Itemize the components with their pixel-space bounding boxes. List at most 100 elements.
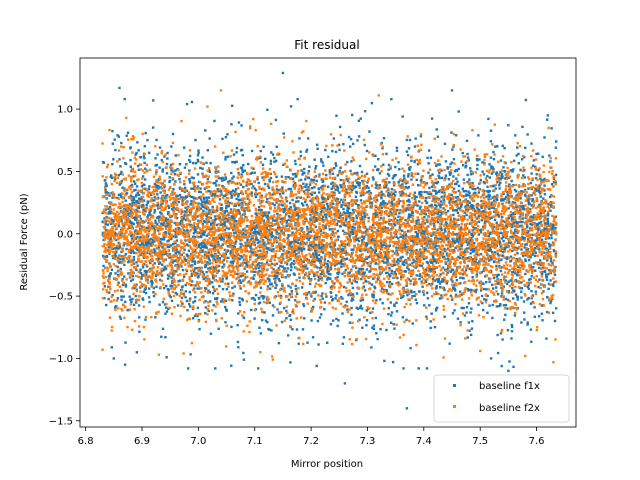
- scatter-point: [204, 306, 208, 309]
- scatter-point: [531, 216, 535, 219]
- scatter-point: [126, 206, 130, 209]
- scatter-point: [325, 208, 329, 211]
- scatter-point: [172, 170, 175, 173]
- scatter-point: [127, 260, 130, 264]
- scatter-point: [533, 306, 536, 309]
- scatter-point: [212, 257, 215, 261]
- scatter-point: [466, 180, 469, 184]
- scatter-point: [253, 317, 256, 320]
- scatter-point: [331, 230, 335, 234]
- scatter-point: [189, 283, 193, 287]
- scatter-point: [193, 299, 197, 303]
- scatter-point: [174, 233, 177, 236]
- scatter-point: [193, 235, 197, 239]
- scatter-point: [472, 250, 476, 253]
- scatter-point: [213, 218, 217, 222]
- scatter-point: [105, 303, 108, 307]
- scatter-point: [158, 240, 162, 244]
- scatter-point: [313, 215, 316, 218]
- scatter-point: [365, 228, 369, 231]
- scatter-point: [163, 196, 166, 200]
- scatter-point: [501, 338, 504, 341]
- scatter-point: [513, 268, 516, 271]
- scatter-point: [464, 194, 468, 197]
- scatter-point: [488, 244, 491, 247]
- scatter-point: [104, 222, 107, 226]
- scatter-point: [105, 191, 108, 194]
- scatter-point: [397, 237, 400, 240]
- scatter-point: [438, 163, 441, 166]
- scatter-point: [205, 246, 208, 249]
- scatter-point: [453, 262, 456, 265]
- scatter-point: [184, 283, 187, 287]
- scatter-point: [270, 232, 273, 236]
- scatter-point: [385, 289, 389, 293]
- scatter-point: [339, 166, 342, 169]
- scatter-point: [435, 205, 438, 208]
- scatter-point: [310, 179, 314, 182]
- scatter-point: [288, 201, 292, 205]
- scatter-point: [521, 217, 524, 220]
- scatter-point: [534, 251, 537, 254]
- scatter-point: [319, 158, 323, 161]
- scatter-point: [149, 213, 152, 216]
- scatter-point: [295, 328, 299, 331]
- scatter-point: [214, 260, 218, 264]
- scatter-point: [497, 213, 500, 217]
- scatter-point: [447, 240, 450, 244]
- scatter-point: [202, 196, 206, 199]
- scatter-point: [535, 173, 538, 176]
- scatter-point: [338, 191, 341, 194]
- scatter-point: [418, 264, 421, 267]
- scatter-point: [397, 161, 400, 164]
- scatter-point: [506, 298, 510, 302]
- scatter-point: [436, 135, 440, 138]
- scatter-point: [303, 217, 307, 220]
- scatter-point: [268, 178, 271, 182]
- scatter-point: [452, 209, 455, 212]
- scatter-point: [342, 211, 346, 214]
- scatter-point: [199, 229, 203, 233]
- scatter-point: [269, 248, 272, 252]
- scatter-point: [339, 262, 343, 265]
- scatter-point: [301, 227, 304, 230]
- scatter-point: [110, 176, 114, 180]
- scatter-point: [253, 274, 256, 277]
- scatter-point: [250, 182, 253, 186]
- scatter-point: [278, 192, 282, 196]
- scatter-point: [334, 248, 337, 251]
- scatter-point: [129, 165, 132, 168]
- scatter-point: [235, 265, 238, 268]
- scatter-point: [234, 240, 238, 243]
- scatter-point: [275, 231, 278, 234]
- scatter-point: [540, 312, 544, 315]
- scatter-point: [240, 297, 244, 301]
- scatter-point: [377, 158, 380, 161]
- scatter-point: [120, 179, 123, 183]
- scatter-point: [188, 158, 191, 162]
- scatter-point: [193, 262, 197, 266]
- scatter-point: [405, 150, 409, 153]
- scatter-point: [182, 292, 185, 296]
- scatter-point: [394, 272, 397, 276]
- scatter-point: [416, 183, 420, 187]
- scatter-point: [532, 191, 535, 195]
- scatter-point: [515, 146, 519, 149]
- scatter-point: [365, 280, 368, 283]
- scatter-point: [496, 333, 499, 337]
- scatter-point: [239, 149, 243, 152]
- scatter-point: [512, 168, 515, 171]
- scatter-point: [159, 191, 162, 194]
- scatter-point: [436, 213, 440, 216]
- scatter-point: [541, 266, 544, 270]
- scatter-point: [343, 211, 347, 215]
- scatter-point: [149, 280, 153, 283]
- scatter-point: [288, 293, 292, 296]
- scatter-point: [489, 156, 493, 159]
- scatter-point: [455, 177, 458, 180]
- scatter-point: [366, 191, 369, 194]
- scatter-point: [307, 238, 310, 242]
- scatter-point: [516, 252, 519, 255]
- scatter-point: [134, 218, 137, 221]
- scatter-point: [261, 163, 265, 166]
